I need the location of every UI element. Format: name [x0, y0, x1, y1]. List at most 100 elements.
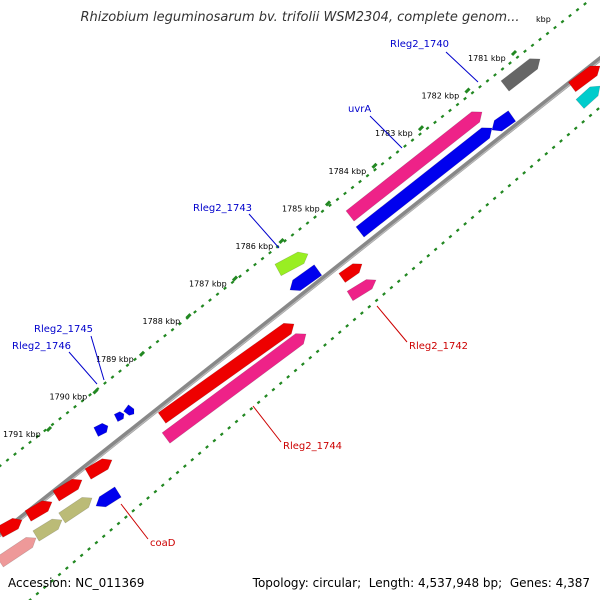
tick-dot [352, 317, 357, 322]
tick-dot [268, 250, 272, 255]
feature-red-small[interactable] [338, 263, 363, 283]
feature-blue-1[interactable] [491, 110, 517, 132]
tick-dot [573, 126, 578, 131]
feature-rleg2-1744[interactable] [161, 333, 307, 444]
gene-label[interactable]: uvrA [348, 104, 371, 115]
tick-label: 1784 kbp [329, 167, 367, 176]
tick-dot [118, 369, 122, 374]
feature-blue-2[interactable] [355, 127, 493, 238]
tick-dot [343, 191, 347, 196]
tick-dot [389, 285, 394, 290]
major-tick [138, 350, 146, 357]
gene-leader-line [248, 213, 280, 249]
gene-label[interactable]: coaD [150, 538, 176, 549]
tick-dot [35, 434, 40, 439]
backbone-highlight [0, 60, 600, 537]
tick-dot [200, 304, 205, 308]
feature-rleg2-1745a[interactable] [113, 411, 125, 423]
feature-blue-3[interactable] [289, 264, 323, 291]
feature-red-edge[interactable] [567, 65, 600, 93]
feature-rleg2-1743[interactable] [274, 251, 309, 277]
tick-dot [148, 345, 152, 350]
gene-label[interactable]: Rleg2_1740 [390, 39, 449, 50]
tick-dot [492, 196, 497, 201]
feature-uvra[interactable] [345, 111, 483, 222]
tick-dot [170, 327, 175, 332]
gene-label[interactable]: Rleg2_1743 [193, 203, 252, 214]
tick-dot [425, 126, 430, 131]
tick-dot [241, 413, 246, 417]
feature-rleg2-1740[interactable] [500, 58, 541, 92]
tick-dot [65, 410, 70, 415]
tick-dot [0, 464, 2, 468]
tick-dot [313, 215, 317, 219]
tick-dot [35, 591, 40, 596]
feature-red-forward-5[interactable] [0, 517, 23, 538]
tick-dot [94, 540, 99, 545]
tick-dot [182, 464, 187, 468]
tick-dot [477, 209, 482, 213]
tick-dot [50, 579, 55, 583]
gene-label[interactable]: Rleg2_1742 [409, 341, 468, 352]
tick-dot [530, 43, 535, 48]
tick-dot [260, 256, 265, 261]
tick-dot [256, 400, 261, 405]
tick-dot [290, 233, 295, 237]
gene-leader-line [445, 51, 479, 83]
tick-dot [212, 438, 217, 443]
tick-dot [470, 215, 475, 220]
feature-track [0, 58, 600, 568]
tick-dot [13, 452, 17, 456]
tick-dot [190, 457, 195, 462]
feature-red-forward-2[interactable] [84, 458, 113, 480]
major-tick [278, 237, 285, 245]
feature-rleg2-1746[interactable] [93, 422, 109, 437]
tick-dot [168, 477, 173, 481]
major-tick [510, 49, 518, 57]
feature-red-forward-1[interactable] [157, 322, 295, 424]
tick-dot [536, 158, 541, 162]
tick-label: 1791 kbp [3, 430, 41, 439]
tick-dot [478, 84, 482, 89]
tick-dot [441, 241, 445, 245]
tick-dot [123, 515, 128, 519]
feature-salmon[interactable] [0, 537, 37, 568]
tick-dot [350, 185, 355, 190]
gene-label[interactable]: Rleg2_1745 [34, 324, 93, 335]
tick-dot [529, 164, 534, 169]
major-tick [324, 200, 332, 207]
tick-dot [507, 183, 512, 188]
tick-dot [345, 324, 350, 328]
feature-olive-2[interactable] [32, 518, 63, 542]
tick-dot [500, 190, 504, 194]
tick-dot [418, 260, 423, 264]
tick-dot [440, 114, 445, 119]
tick-label: 1785 kbp [282, 204, 320, 213]
tick-dot [57, 572, 62, 577]
feature-red-forward-3[interactable] [52, 478, 83, 502]
feature-blue-4[interactable] [95, 486, 122, 508]
feature-rleg2-1745b[interactable] [123, 404, 135, 416]
topology-value: circular [312, 576, 358, 590]
tick-dot [20, 446, 25, 451]
feature-red-forward-4[interactable] [24, 500, 53, 522]
tick-label-partial: kbp [536, 15, 551, 24]
gene-leader-line [90, 335, 105, 381]
major-tick [185, 313, 192, 320]
tick-dot [595, 107, 600, 111]
tick-dot [500, 67, 505, 71]
tick-dot [410, 138, 415, 142]
feature-rleg2-1742[interactable] [346, 279, 377, 302]
tick-label: 1786 kbp [236, 242, 274, 251]
tick-dot [271, 387, 276, 392]
tick-dot [178, 321, 182, 326]
feature-cyan-edge[interactable] [575, 85, 600, 109]
feature-olive-1[interactable] [58, 497, 93, 524]
gene-label[interactable]: Rleg2_1746 [12, 341, 71, 352]
tick-dot [160, 483, 165, 488]
gene-label[interactable]: Rleg2_1744 [283, 441, 342, 452]
tick-dot [193, 310, 197, 314]
tick-label: 1789 kbp [96, 355, 134, 364]
